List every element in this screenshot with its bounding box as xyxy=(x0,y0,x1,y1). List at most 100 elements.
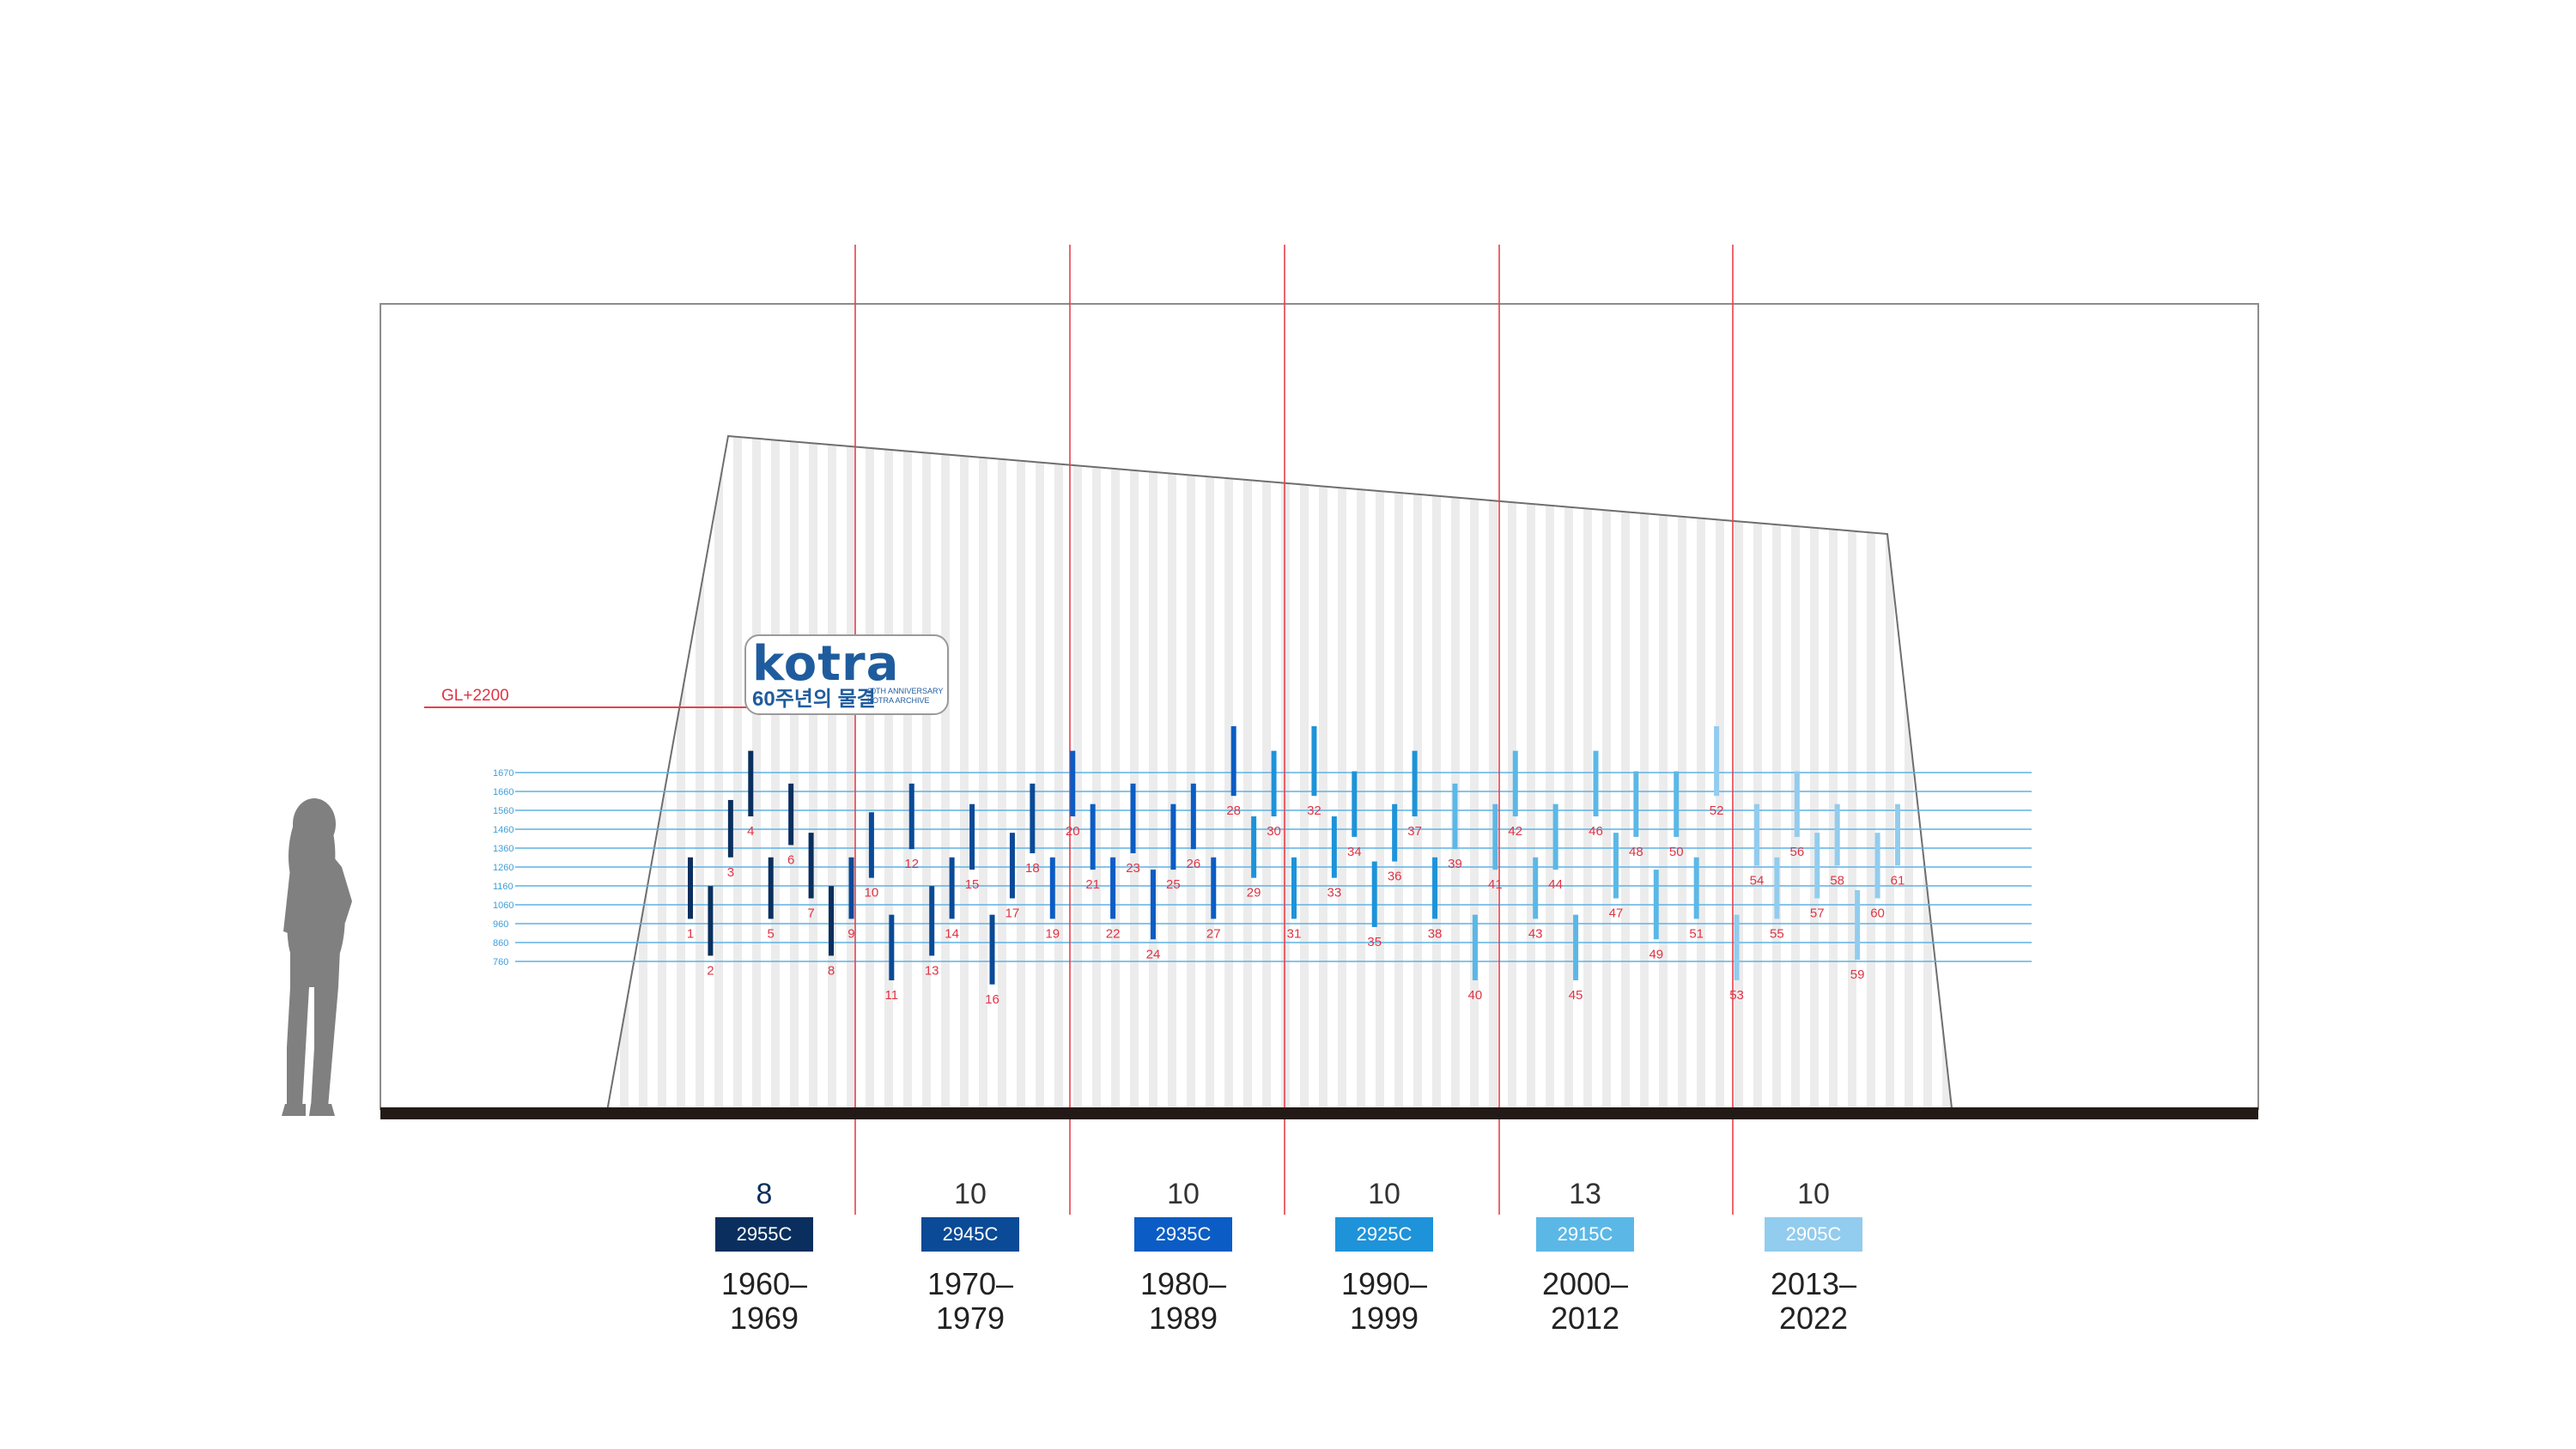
marker-bar xyxy=(1190,783,1196,850)
marker-52: 52 xyxy=(1710,726,1723,818)
decade-years-end: 2022 xyxy=(1779,1300,1848,1336)
decade-count: 10 xyxy=(1797,1178,1830,1210)
panel-stripe xyxy=(1659,436,1668,1116)
panel-stripe xyxy=(1206,436,1214,1116)
marker-bar xyxy=(808,833,814,899)
decade-years-end: 1979 xyxy=(936,1300,1005,1336)
marker-15: 15 xyxy=(965,803,979,892)
marker-bar xyxy=(989,914,995,985)
marker-number: 40 xyxy=(1468,988,1483,1003)
marker-50: 50 xyxy=(1669,771,1684,859)
marker-bar xyxy=(868,812,874,878)
marker-57: 57 xyxy=(1810,833,1825,921)
decade-years-end: 1989 xyxy=(1149,1300,1218,1336)
panel-stripe xyxy=(1640,436,1649,1116)
marker-number: 6 xyxy=(787,852,794,867)
marker-bar xyxy=(1392,803,1398,862)
marker-29: 29 xyxy=(1247,816,1261,900)
panel-stripe xyxy=(1017,436,1025,1116)
marker-number: 17 xyxy=(1005,906,1020,921)
marker-number: 51 xyxy=(1689,926,1704,941)
marker-58: 58 xyxy=(1830,803,1844,888)
decade-legend: 8 2955C 1960–1969 10 2945C 1970–1979 10 2935C 19… xyxy=(715,1178,1862,1336)
decade-count: 13 xyxy=(1569,1178,1601,1210)
marker-bar xyxy=(1291,857,1297,919)
decade-color-code: 2915C xyxy=(1558,1223,1613,1245)
marker-number: 45 xyxy=(1569,988,1583,1003)
marker-28: 28 xyxy=(1226,726,1241,818)
ground-line xyxy=(380,1107,2258,1119)
marker-number: 29 xyxy=(1247,886,1261,900)
decade-swatch xyxy=(1134,1217,1232,1252)
marker-bar xyxy=(1110,857,1116,919)
marker-10: 10 xyxy=(865,812,878,900)
level-label: 960 xyxy=(493,919,508,930)
marker-55: 55 xyxy=(1770,857,1784,941)
marker-23: 23 xyxy=(1126,783,1140,876)
marker-37: 37 xyxy=(1407,750,1422,839)
decade-color-code: 2955C xyxy=(737,1223,793,1245)
decade-legend-2945C: 10 2945C 1970–1979 xyxy=(921,1178,1019,1336)
panel-stripe xyxy=(1602,436,1611,1116)
marker-number: 9 xyxy=(848,926,854,941)
panel-stripe xyxy=(1036,436,1044,1116)
panel-stripe xyxy=(1319,436,1327,1116)
marker-bar xyxy=(1331,816,1337,878)
panel-stripe xyxy=(828,436,836,1116)
panel-stripe xyxy=(1357,436,1365,1116)
panel-stripe xyxy=(903,436,912,1116)
level-label: 1670 xyxy=(493,768,513,779)
decade-years-start: 2000– xyxy=(1542,1266,1628,1301)
marker-bar xyxy=(969,803,975,870)
marker-bar xyxy=(1211,857,1217,919)
decade-count: 8 xyxy=(756,1178,773,1210)
marker-bar xyxy=(1512,750,1518,817)
marker-53: 53 xyxy=(1729,914,1744,1003)
marker-bar xyxy=(1834,803,1840,866)
marker-36: 36 xyxy=(1388,803,1402,884)
marker-number: 4 xyxy=(747,824,754,839)
panel-stripe xyxy=(1527,436,1535,1116)
decade-years-start: 1980– xyxy=(1140,1266,1226,1301)
decade-dividers xyxy=(854,245,1734,1215)
marker-4: 4 xyxy=(747,750,754,839)
decade-legend-2915C: 13 2915C 2000–2012 xyxy=(1536,1178,1634,1336)
panel-stripe xyxy=(1829,436,1838,1116)
panel-stripe xyxy=(866,436,874,1116)
panel-stripe xyxy=(1149,436,1157,1116)
marker-number: 8 xyxy=(828,963,835,978)
logo-badge-background xyxy=(744,634,949,715)
marker-bar xyxy=(1030,783,1036,853)
marker-number: 13 xyxy=(925,963,939,978)
panel-stripe xyxy=(1451,436,1460,1116)
feature-wall xyxy=(605,434,1954,1117)
marker-number: 37 xyxy=(1407,824,1422,839)
marker-number: 12 xyxy=(904,857,919,871)
marker-number: 60 xyxy=(1870,906,1885,921)
marker-number: 55 xyxy=(1770,926,1784,941)
marker-33: 33 xyxy=(1327,816,1341,900)
marker-7: 7 xyxy=(807,833,815,921)
panel-stripe xyxy=(979,436,987,1116)
marker-number: 21 xyxy=(1085,877,1100,892)
marker-number: 57 xyxy=(1810,906,1825,921)
level-label: 1060 xyxy=(493,900,513,911)
marker-bar xyxy=(708,886,714,956)
panel-stripe xyxy=(998,436,1006,1116)
marker-20: 20 xyxy=(1066,750,1080,839)
marker-number: 16 xyxy=(985,992,999,1007)
decade-years-end: 2012 xyxy=(1551,1300,1619,1336)
decade-years-start: 1960– xyxy=(721,1266,807,1301)
level-label: 1560 xyxy=(493,806,513,816)
marker-54: 54 xyxy=(1750,803,1764,888)
marker-25: 25 xyxy=(1166,803,1181,892)
panel-stripe xyxy=(1905,436,1913,1116)
marker-number: 58 xyxy=(1830,873,1844,888)
marker-number: 1 xyxy=(687,926,694,941)
marker-bar xyxy=(1633,771,1639,837)
panel-stripe xyxy=(1054,436,1063,1116)
panel-stripe xyxy=(696,436,704,1116)
decade-color-code: 2905C xyxy=(1786,1223,1842,1245)
marker-43: 43 xyxy=(1528,857,1543,941)
marker-bar xyxy=(1814,833,1820,899)
